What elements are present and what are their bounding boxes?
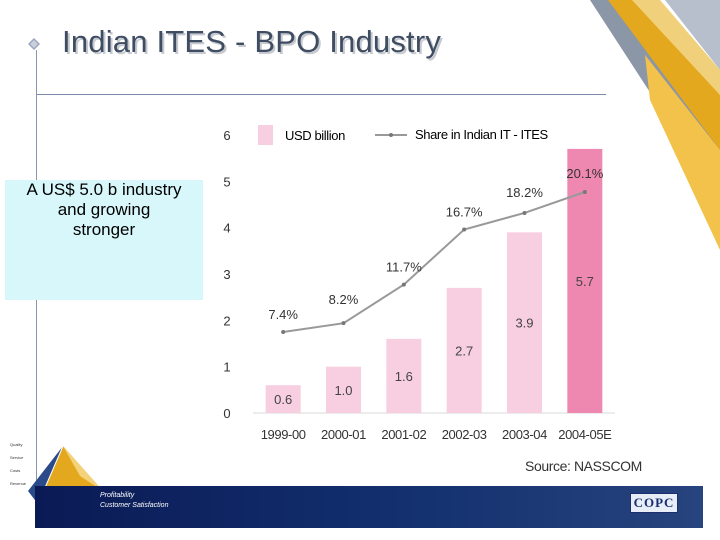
y-tick-label: 4 — [223, 221, 230, 236]
x-tick-label: 2002-03 — [442, 427, 487, 442]
slide-title: Indian ITES - BPO Industry — [62, 24, 442, 59]
share-point — [582, 190, 587, 194]
footer-item-list: Profitability Customer Satisfaction — [100, 492, 168, 512]
callout-line-2: and growing — [57, 200, 151, 219]
bar — [386, 338, 422, 413]
logo-item: Service — [10, 455, 24, 460]
share-value-label: 11.7% — [386, 260, 422, 275]
logo-item: Quality — [10, 442, 23, 447]
share-point — [401, 282, 406, 287]
share-point — [341, 321, 346, 326]
copc-logo: COPC — [630, 493, 678, 513]
share-value-label: 20.1% — [566, 166, 603, 181]
logo-item: Revenue — [10, 481, 27, 486]
callout-box: A US$ 5.0 b industry and growing stronge… — [5, 180, 203, 300]
ites-bpo-chart: USD billion Share in Indian IT - ITES 0 1… — [223, 125, 615, 442]
bar — [507, 232, 542, 413]
bar — [265, 385, 301, 413]
callout-line-1: A US$ 5.0 b industry — [26, 180, 182, 199]
footer-item: Profitability — [100, 492, 135, 499]
y-tick-label: 2 — [223, 313, 230, 328]
callout-line-3: stronger — [72, 220, 136, 239]
footer-bar — [35, 486, 703, 528]
bar — [326, 366, 361, 413]
logo-item-list: Quality Service Costs Revenue — [10, 442, 26, 494]
x-tick-label: 2004-05E — [558, 427, 612, 442]
legend-label-usd: USD billion — [285, 128, 345, 143]
bar — [446, 287, 482, 413]
bar-value-label: 0.6 — [274, 392, 292, 407]
bar-value-label: 1.0 — [334, 383, 352, 398]
share-value-label: 7.4% — [268, 307, 298, 322]
share-point — [462, 227, 467, 232]
footer-item: Customer Satisfaction — [100, 502, 169, 509]
share-point — [281, 330, 286, 334]
corner-stripes-decoration — [590, 0, 720, 250]
title-divider — [36, 94, 606, 95]
bar-value-label: 2.7 — [455, 343, 473, 358]
x-tick-label: 2000-01 — [321, 427, 366, 442]
title-bullet-icon — [28, 38, 40, 50]
share-value-label: 8.2% — [329, 292, 359, 307]
share-point — [522, 210, 527, 215]
bar-value-label: 3.9 — [515, 316, 533, 331]
legend-marker-share — [389, 133, 393, 137]
share-value-label: 16.7% — [446, 204, 483, 219]
y-tick-label: 5 — [223, 174, 230, 189]
x-tick-label: 2003-04 — [502, 427, 547, 442]
x-tick-label: 1999-00 — [261, 427, 306, 442]
y-tick-label: 6 — [223, 128, 230, 143]
share-line — [283, 191, 586, 333]
legend-swatch-usd — [258, 125, 273, 145]
y-tick-label: 3 — [223, 267, 230, 282]
bar-value-label: 1.6 — [395, 369, 413, 384]
logo-item: Costs — [10, 468, 21, 473]
y-tick-label: 1 — [223, 360, 230, 375]
y-tick-label: 0 — [223, 406, 230, 421]
legend-label-share: Share in Indian IT - ITES — [415, 127, 549, 142]
share-value-label: 18.2% — [506, 185, 543, 200]
bar-value-label: 5.7 — [576, 274, 594, 289]
source-note: Source: NASSCOM — [525, 458, 642, 474]
x-tick-label: 2001-02 — [381, 427, 426, 442]
